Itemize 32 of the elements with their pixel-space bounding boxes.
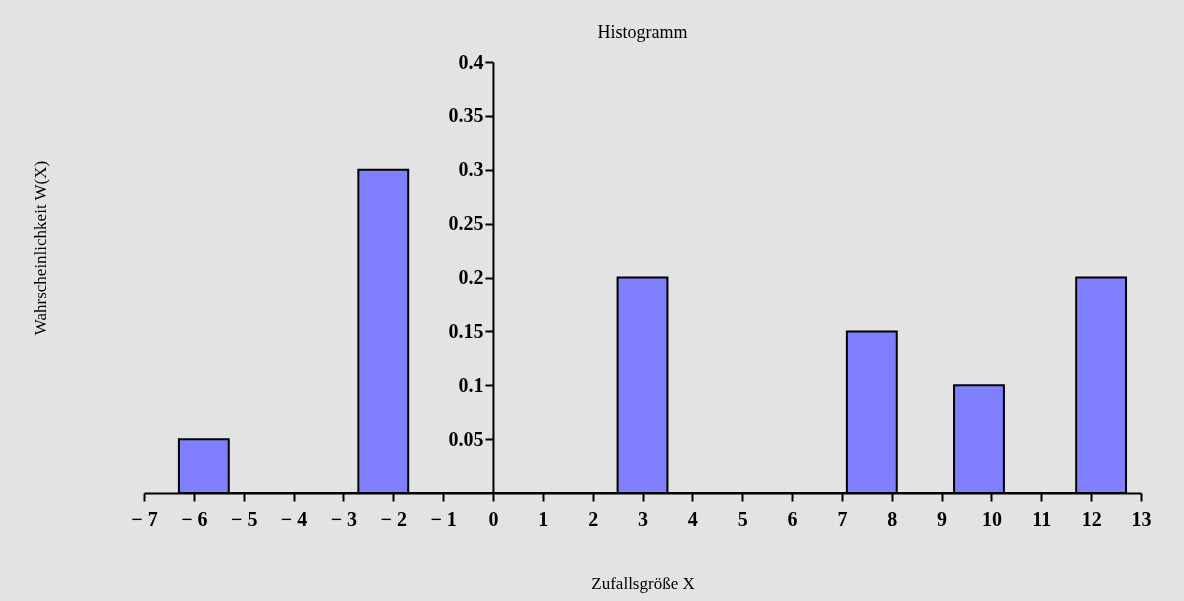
x-tick-label: 1	[538, 507, 549, 530]
y-tick-label: 0.25	[448, 212, 484, 235]
y-tick-label: 0.05	[448, 427, 484, 450]
x-tick-label: 3	[638, 507, 648, 530]
x-axis-title: Zufallsgröße X	[591, 573, 695, 593]
x-tick-label: − 7	[131, 507, 158, 530]
x-tick-label: 4	[687, 507, 698, 530]
x-tick-label: − 6	[181, 507, 208, 530]
x-tick-label: − 3	[330, 507, 358, 530]
x-tick-label: 5	[737, 507, 748, 530]
x-tick-label: 9	[937, 507, 948, 530]
y-tick-label: 0.3	[458, 158, 484, 181]
x-tick-label: − 5	[231, 507, 258, 530]
y-tick-label: 0.4	[458, 50, 484, 73]
y-tick-label: 0.35	[448, 104, 484, 127]
y-tick-label: 0.2	[458, 266, 484, 288]
x-tick-label: − 1	[430, 507, 457, 530]
y-tick-label: 0.15	[448, 319, 484, 342]
x-tick-label: 12	[1081, 507, 1102, 530]
x-tick-label: 2	[588, 507, 599, 530]
y-axis-title: Wahrscheinlichkeit W(X)	[30, 160, 50, 336]
x-tick-label: 11	[1032, 507, 1052, 530]
chart-title: Histogramm	[597, 22, 688, 42]
x-tick-label: 7	[837, 507, 848, 530]
x-tick-label: 8	[887, 507, 898, 530]
x-tick-label: − 2	[380, 507, 407, 530]
x-tick-label: 0	[488, 507, 499, 530]
x-tick-label: 6	[787, 507, 798, 530]
x-tick-label: − 4	[280, 507, 308, 530]
y-tick-label: 0.1	[458, 373, 484, 396]
x-tick-label: 13	[1131, 507, 1152, 530]
x-tick-label: 10	[981, 507, 1002, 530]
